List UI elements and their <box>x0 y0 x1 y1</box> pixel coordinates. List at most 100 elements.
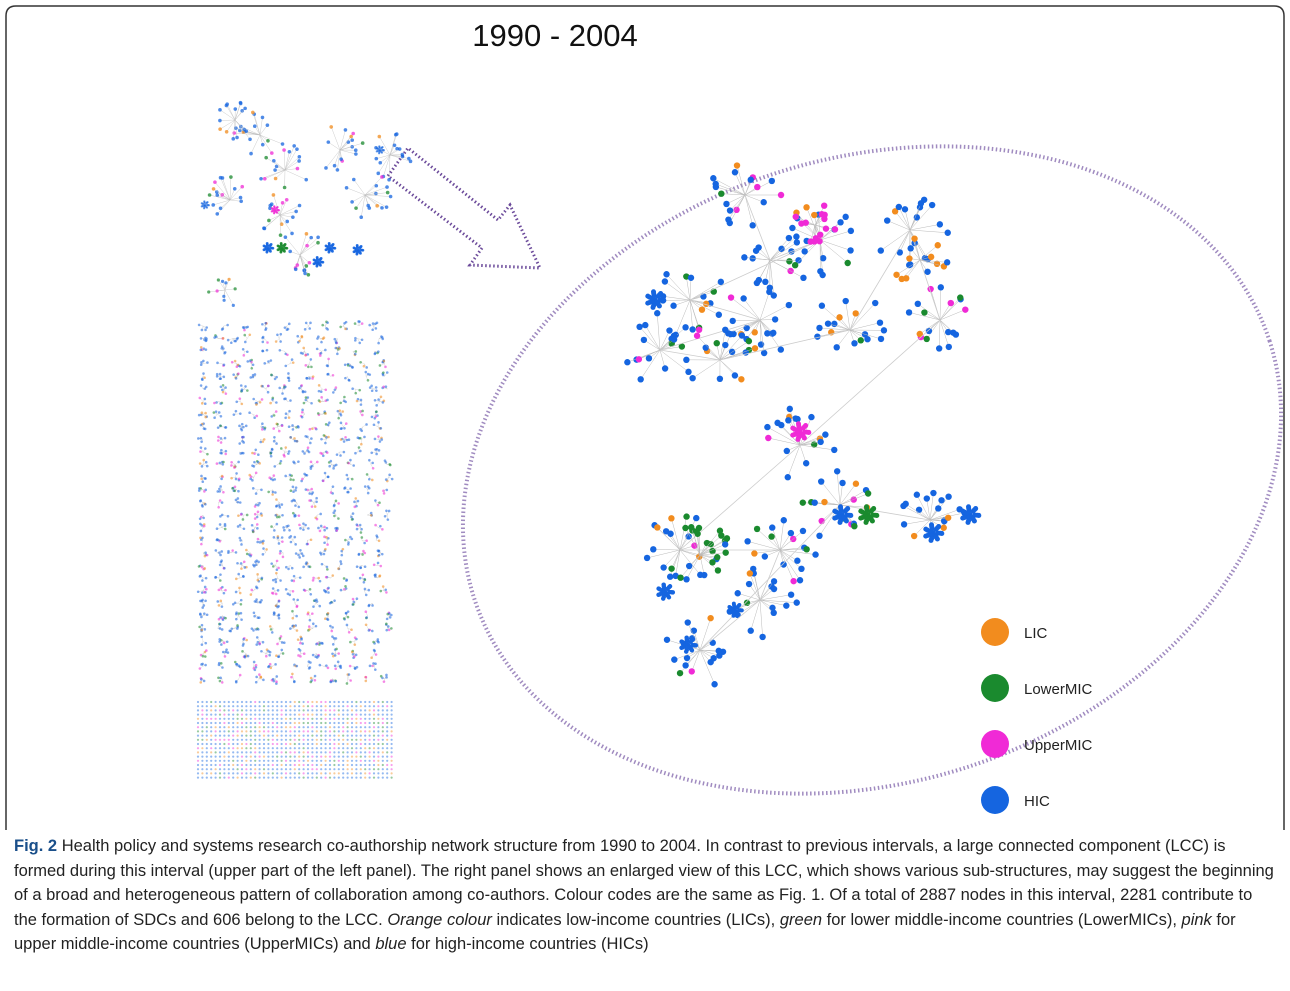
node <box>271 246 275 250</box>
node <box>243 566 247 569</box>
node <box>387 509 391 513</box>
node <box>377 435 380 438</box>
node <box>377 730 380 733</box>
node <box>236 500 240 504</box>
node <box>300 552 304 555</box>
node <box>249 554 252 558</box>
node <box>348 364 352 368</box>
node <box>368 323 371 327</box>
node <box>225 648 228 651</box>
node <box>346 615 350 619</box>
node <box>287 416 291 419</box>
edge <box>769 242 797 261</box>
node <box>273 377 277 381</box>
edge <box>849 329 882 340</box>
node <box>848 512 854 518</box>
node <box>381 755 384 758</box>
edge <box>284 156 300 171</box>
edge <box>284 168 298 171</box>
node <box>347 438 351 442</box>
edge <box>685 649 701 666</box>
node <box>329 125 334 129</box>
node <box>308 618 312 622</box>
node <box>273 435 276 439</box>
node <box>350 537 354 541</box>
edge <box>699 552 726 556</box>
node <box>278 233 283 237</box>
node <box>223 721 226 725</box>
node <box>359 531 363 534</box>
node <box>271 763 274 767</box>
node <box>905 309 913 316</box>
node <box>333 509 337 512</box>
node <box>298 705 301 708</box>
node <box>238 591 242 595</box>
node <box>689 374 696 382</box>
node <box>238 501 242 504</box>
node <box>287 450 291 453</box>
edge <box>699 530 721 556</box>
node <box>203 567 207 570</box>
node <box>255 643 259 646</box>
node <box>355 751 358 754</box>
node <box>800 274 807 282</box>
node <box>316 654 320 658</box>
node <box>384 588 388 592</box>
node <box>205 553 209 557</box>
node <box>302 721 305 725</box>
node <box>275 559 279 563</box>
node <box>293 439 297 443</box>
node <box>218 738 222 741</box>
node <box>210 721 213 725</box>
node <box>379 524 382 528</box>
node <box>350 747 354 750</box>
node <box>227 768 230 771</box>
node <box>287 452 290 455</box>
node <box>210 700 213 704</box>
node <box>236 738 239 741</box>
edge <box>916 494 931 521</box>
node <box>333 337 337 341</box>
node <box>240 402 244 406</box>
node <box>223 527 227 531</box>
node <box>373 437 377 441</box>
node <box>368 763 371 767</box>
node <box>276 755 279 758</box>
node <box>777 191 785 199</box>
edge <box>904 209 911 231</box>
node <box>377 539 381 543</box>
node <box>269 249 272 253</box>
node <box>224 129 229 134</box>
node <box>298 755 301 758</box>
node <box>682 524 689 532</box>
node <box>364 763 367 767</box>
node <box>344 538 347 542</box>
node <box>923 335 930 343</box>
node <box>298 726 301 729</box>
node <box>934 242 941 249</box>
node <box>716 652 723 659</box>
node <box>319 351 323 355</box>
node <box>903 275 910 282</box>
edge <box>360 194 366 218</box>
node <box>344 185 349 190</box>
node <box>287 372 290 375</box>
node <box>816 532 823 540</box>
node <box>831 446 838 454</box>
node <box>293 717 296 720</box>
node <box>249 376 253 379</box>
node <box>256 573 259 576</box>
node <box>656 592 661 598</box>
node <box>307 667 311 670</box>
node <box>676 669 684 677</box>
node <box>324 763 327 767</box>
node <box>306 734 310 737</box>
node <box>214 335 218 338</box>
node <box>281 540 284 543</box>
node <box>386 734 389 737</box>
node <box>223 768 226 771</box>
node <box>200 628 204 632</box>
node <box>350 734 354 737</box>
node <box>363 541 366 545</box>
node <box>307 365 310 369</box>
